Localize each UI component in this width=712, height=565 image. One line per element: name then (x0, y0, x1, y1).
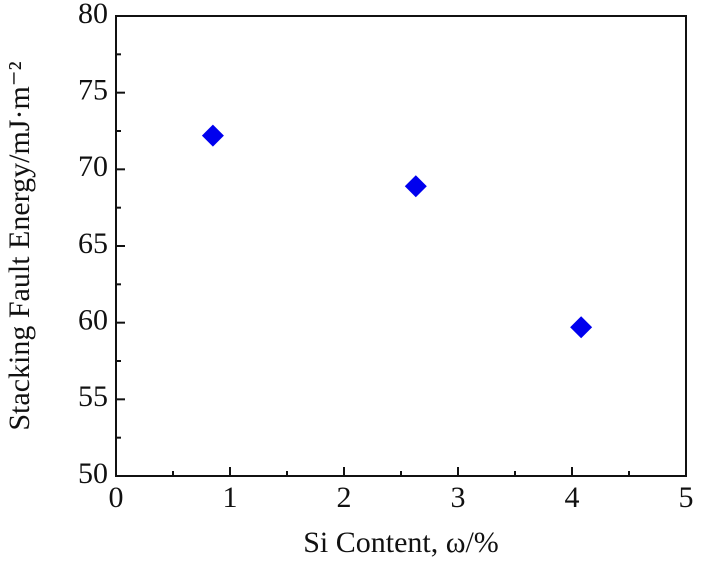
y-tick-label: 60 (78, 304, 108, 337)
plot-frame (115, 15, 687, 477)
y-axis-label: Stacking Fault Energy/mJ·m⁻² (3, 61, 36, 430)
y-tick-label: 50 (78, 457, 108, 490)
x-tick-label: 0 (109, 481, 124, 514)
x-axis-label: Si Content, ω/% (303, 526, 499, 559)
y-tick-label: 75 (78, 74, 108, 107)
data-point (201, 124, 224, 147)
x-tick-label: 5 (679, 481, 694, 514)
x-tick-label: 1 (223, 481, 238, 514)
y-tick-label: 80 (78, 0, 108, 30)
y-tick-label: 65 (78, 227, 108, 260)
y-tick-label: 55 (78, 380, 108, 413)
y-tick-label: 70 (78, 150, 108, 183)
x-tick-label: 2 (337, 481, 352, 514)
x-tick-label: 4 (565, 481, 580, 514)
data-point (570, 316, 593, 339)
data-point (404, 175, 427, 198)
x-tick-label: 3 (451, 481, 466, 514)
